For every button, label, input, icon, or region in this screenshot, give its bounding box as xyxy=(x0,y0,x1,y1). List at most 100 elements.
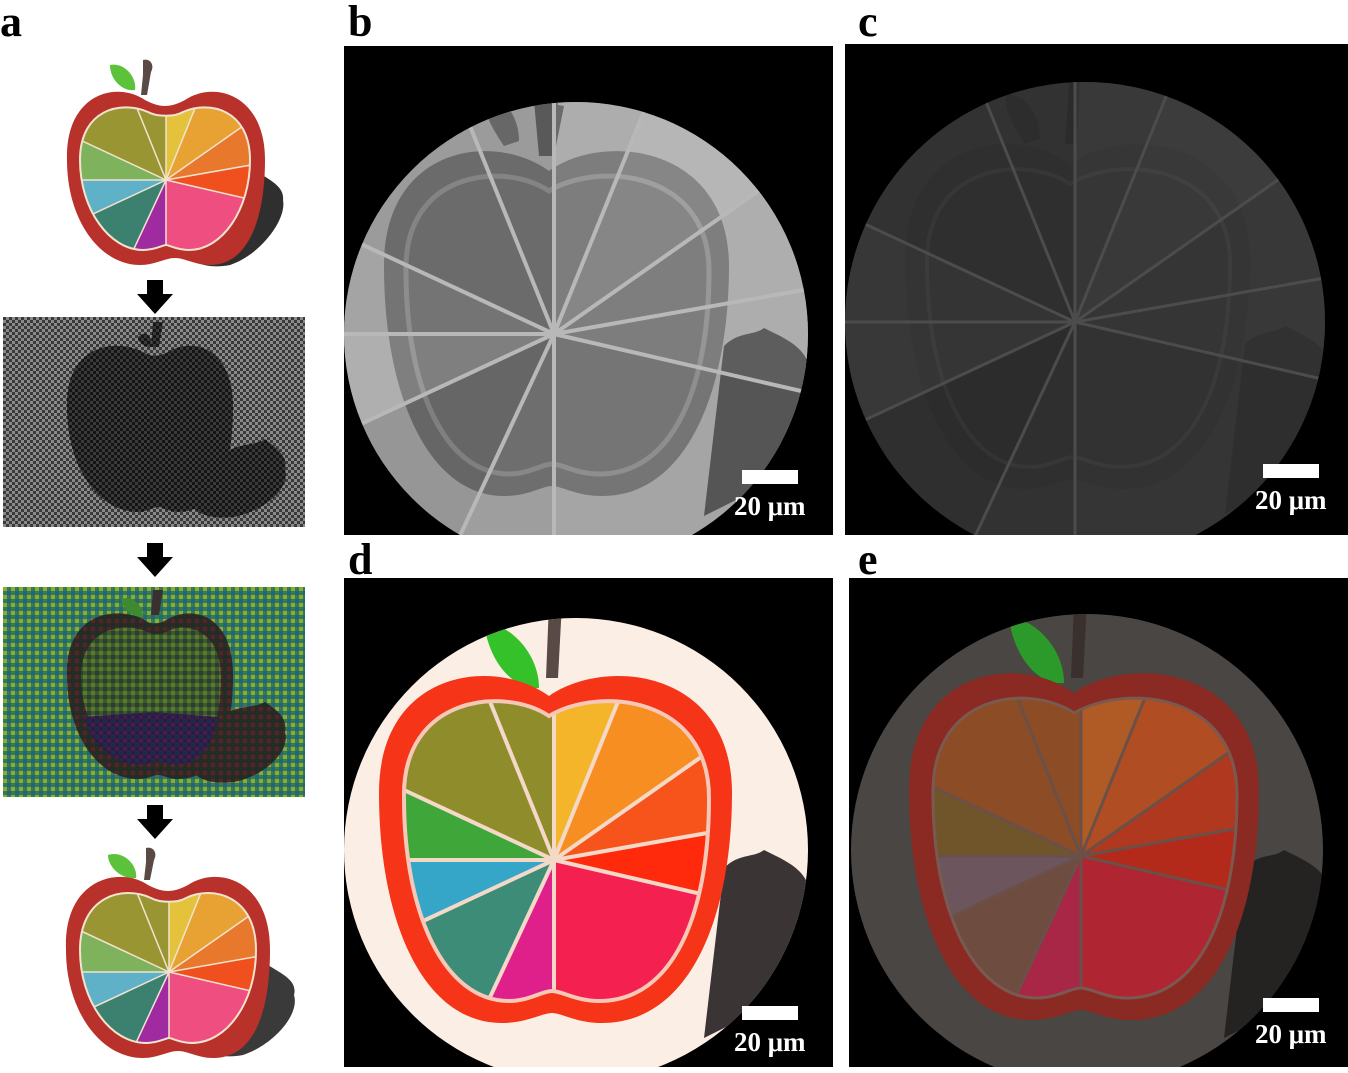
scale-bar-label: 20 μm xyxy=(1255,485,1327,515)
apple-slice xyxy=(554,334,808,535)
slice-divider xyxy=(80,912,170,973)
scale-bar xyxy=(1263,998,1319,1012)
apple-slice xyxy=(1075,276,1325,381)
apple-slice xyxy=(1081,698,1237,856)
slice-divider xyxy=(80,971,170,1032)
panel-e-label: e xyxy=(858,535,878,584)
apple-slice xyxy=(80,120,166,180)
apple-slice xyxy=(444,334,554,535)
slice-divider xyxy=(1079,698,1180,857)
slice-divider xyxy=(552,709,709,862)
apple-slice xyxy=(1075,82,1173,322)
slice-divider xyxy=(553,286,808,336)
apple-slice xyxy=(166,107,250,180)
slice-divider xyxy=(442,333,556,535)
scale-bar xyxy=(742,1006,798,1020)
panel-e-image: 20 μm xyxy=(849,578,1348,1067)
apple-slice xyxy=(169,947,256,1004)
apple-slice xyxy=(80,893,169,972)
apple-slice xyxy=(166,155,250,212)
scale-bar-label: 20 μm xyxy=(734,491,806,521)
apple-slice xyxy=(554,288,808,393)
slice-divider xyxy=(553,858,709,921)
slice-divider xyxy=(1074,171,1289,324)
apple-slice xyxy=(80,107,166,180)
scale-bar xyxy=(1263,464,1319,478)
slice-divider xyxy=(165,179,250,213)
panel-b-label: b xyxy=(348,0,373,46)
slice-divider xyxy=(168,946,256,973)
arrow-down-icon xyxy=(137,280,173,314)
arrow-down-icon xyxy=(137,543,173,577)
apple-slice xyxy=(1081,706,1237,856)
slice-divider xyxy=(1080,854,1237,916)
slice-divider xyxy=(168,971,256,1005)
apple-slice xyxy=(166,107,219,180)
apple-slice xyxy=(845,212,1075,322)
panel-a-reconstructed-apple xyxy=(65,847,295,1058)
slice-divider xyxy=(80,120,167,181)
apple-slice xyxy=(169,893,256,972)
apple-slice xyxy=(169,893,222,972)
slice-divider xyxy=(552,183,769,336)
slice-divider xyxy=(165,107,220,181)
apple-slice xyxy=(80,912,169,972)
slice-divider xyxy=(976,82,1077,323)
panel-a-colour-mosaic xyxy=(3,587,305,797)
panel-c-label: c xyxy=(858,0,878,46)
apple-slice xyxy=(80,972,169,1032)
apple-slice xyxy=(403,860,554,970)
slice-divider xyxy=(442,859,556,1002)
slice-divider xyxy=(845,320,1076,434)
apple-slice xyxy=(554,701,709,860)
slice-divider xyxy=(552,701,654,861)
apple-slice xyxy=(554,184,808,334)
apple-slice xyxy=(169,893,256,972)
apple-slice xyxy=(965,322,1075,535)
slice-divider xyxy=(982,698,1083,857)
panel-a-original-apple xyxy=(66,59,284,267)
scale-bar-label: 20 μm xyxy=(734,1027,806,1057)
apple-slice xyxy=(403,701,554,860)
apple-slice xyxy=(932,698,1081,856)
apple-slice xyxy=(971,856,1081,999)
slice-divider xyxy=(845,210,1076,324)
apple-slice xyxy=(1075,172,1325,322)
slice-divider xyxy=(1074,275,1325,324)
apple-slice xyxy=(166,180,250,250)
panel-c-image: 20 μm xyxy=(845,44,1348,535)
slice-divider xyxy=(109,971,170,1043)
slice-divider xyxy=(80,179,167,240)
slice-divider xyxy=(1074,320,1325,382)
panel-a-label: a xyxy=(0,0,22,46)
apple-slice xyxy=(845,322,1075,432)
panel-b-image: 20 μm xyxy=(344,46,833,535)
slice-divider xyxy=(168,893,256,973)
apple-slice xyxy=(1081,698,1179,856)
apple-slice xyxy=(1075,322,1325,535)
panel-d-image: 20 μm xyxy=(344,578,833,1067)
slice-divider xyxy=(552,102,654,335)
slice-divider xyxy=(403,858,555,972)
slice-divider xyxy=(553,812,709,862)
slice-divider xyxy=(553,332,808,395)
arrow-down-icon xyxy=(137,805,173,839)
apple-slice xyxy=(403,750,554,860)
slice-divider xyxy=(165,154,250,181)
apple-slice xyxy=(983,698,1081,856)
panel-a-checkerboard-gray xyxy=(3,317,305,527)
apple-slice xyxy=(166,107,250,180)
scale-bar-label: 20 μm xyxy=(1255,1019,1327,1049)
slice-divider xyxy=(106,179,167,250)
slice-divider xyxy=(1080,809,1237,858)
slice-divider xyxy=(168,893,223,973)
slice-divider xyxy=(1073,82,1174,323)
panel-d-label: d xyxy=(348,535,373,584)
apple-slice xyxy=(1075,82,1288,322)
apple-slice xyxy=(116,893,169,972)
apple-slice xyxy=(977,82,1075,322)
apple-slice xyxy=(554,814,709,919)
scale-bar xyxy=(742,470,798,484)
slice-divider xyxy=(1080,705,1237,858)
apple-slice xyxy=(932,746,1081,856)
